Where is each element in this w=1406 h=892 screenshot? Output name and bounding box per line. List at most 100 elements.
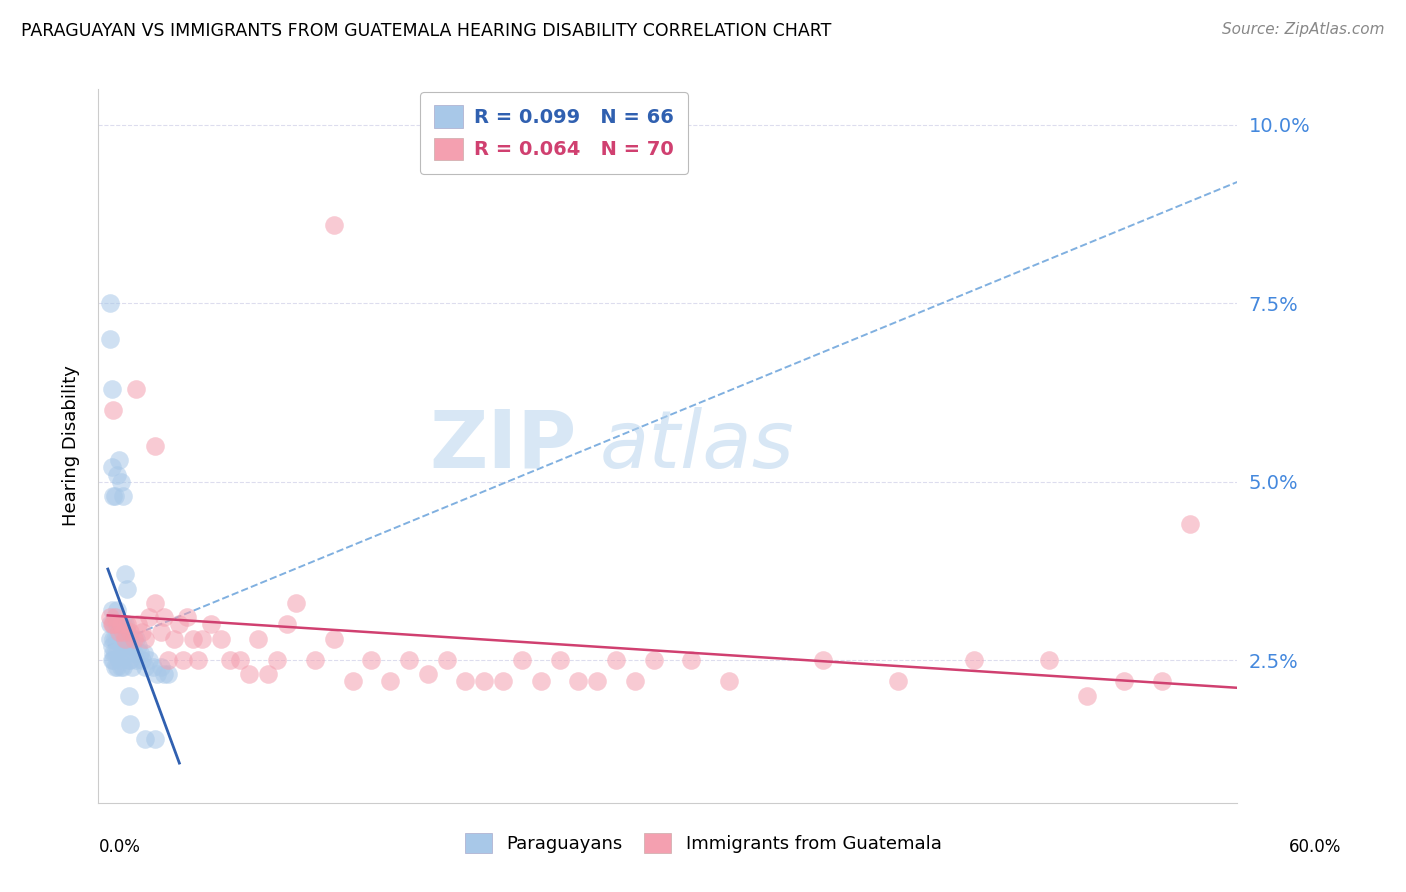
- Point: [718, 674, 741, 689]
- Point: [153, 667, 176, 681]
- Point: [114, 639, 136, 653]
- Point: [472, 674, 495, 689]
- Point: [104, 610, 127, 624]
- Point: [103, 489, 125, 503]
- Point: [1038, 653, 1060, 667]
- Point: [510, 653, 533, 667]
- Point: [108, 632, 131, 646]
- Point: [125, 653, 148, 667]
- Point: [120, 632, 142, 646]
- Point: [398, 653, 420, 667]
- Text: ZIP: ZIP: [429, 407, 576, 485]
- Text: 0.0%: 0.0%: [98, 838, 141, 855]
- Point: [121, 639, 143, 653]
- Point: [209, 632, 232, 646]
- Point: [200, 617, 222, 632]
- Point: [100, 382, 122, 396]
- Point: [134, 660, 156, 674]
- Point: [104, 632, 127, 646]
- Point: [110, 475, 132, 489]
- Point: [115, 582, 138, 596]
- Point: [304, 653, 326, 667]
- Point: [586, 674, 609, 689]
- Point: [120, 717, 142, 731]
- Point: [322, 218, 344, 232]
- Point: [122, 632, 145, 646]
- Point: [111, 617, 134, 632]
- Y-axis label: Hearing Disability: Hearing Disability: [62, 366, 80, 526]
- Point: [110, 639, 132, 653]
- Point: [887, 674, 910, 689]
- Point: [142, 660, 165, 674]
- Point: [110, 660, 132, 674]
- Point: [811, 653, 834, 667]
- Point: [169, 617, 191, 632]
- Point: [530, 674, 553, 689]
- Point: [100, 639, 122, 653]
- Point: [98, 296, 121, 310]
- Point: [643, 653, 665, 667]
- Point: [125, 632, 148, 646]
- Point: [1076, 689, 1098, 703]
- Point: [105, 646, 128, 660]
- Point: [143, 439, 166, 453]
- Point: [187, 653, 209, 667]
- Legend: R = 0.099   N = 66, R = 0.064   N = 70: R = 0.099 N = 66, R = 0.064 N = 70: [420, 92, 688, 174]
- Point: [121, 660, 143, 674]
- Point: [108, 653, 131, 667]
- Point: [117, 689, 139, 703]
- Point: [103, 617, 125, 632]
- Point: [624, 674, 647, 689]
- Point: [228, 653, 250, 667]
- Point: [104, 646, 127, 660]
- Point: [104, 617, 127, 632]
- Point: [117, 653, 139, 667]
- Legend: Paraguayans, Immigrants from Guatemala: Paraguayans, Immigrants from Guatemala: [457, 825, 949, 861]
- Point: [100, 603, 122, 617]
- Point: [98, 332, 121, 346]
- Point: [115, 617, 138, 632]
- Point: [105, 632, 128, 646]
- Point: [114, 617, 136, 632]
- Point: [143, 596, 166, 610]
- Point: [134, 632, 156, 646]
- Point: [172, 653, 194, 667]
- Point: [1150, 674, 1173, 689]
- Point: [110, 617, 132, 632]
- Point: [111, 489, 134, 503]
- Point: [111, 660, 134, 674]
- Point: [492, 674, 515, 689]
- Text: PARAGUAYAN VS IMMIGRANTS FROM GUATEMALA HEARING DISABILITY CORRELATION CHART: PARAGUAYAN VS IMMIGRANTS FROM GUATEMALA …: [21, 22, 831, 40]
- Point: [266, 653, 288, 667]
- Point: [238, 667, 260, 681]
- Point: [605, 653, 627, 667]
- Point: [247, 632, 270, 646]
- Point: [143, 731, 166, 746]
- Point: [111, 624, 134, 639]
- Point: [114, 632, 136, 646]
- Point: [105, 617, 128, 632]
- Point: [149, 660, 172, 674]
- Point: [416, 667, 439, 681]
- Point: [98, 610, 121, 624]
- Point: [120, 653, 142, 667]
- Point: [138, 610, 160, 624]
- Point: [131, 624, 153, 639]
- Point: [567, 674, 589, 689]
- Text: 60.0%: 60.0%: [1288, 838, 1341, 855]
- Point: [125, 382, 148, 396]
- Text: atlas: atlas: [599, 407, 794, 485]
- Point: [114, 567, 136, 582]
- Point: [181, 632, 204, 646]
- Point: [105, 603, 128, 617]
- Point: [219, 653, 242, 667]
- Point: [963, 653, 986, 667]
- Point: [157, 667, 180, 681]
- Point: [103, 646, 125, 660]
- Point: [157, 653, 180, 667]
- Point: [134, 731, 156, 746]
- Point: [117, 632, 139, 646]
- Point: [342, 674, 364, 689]
- Point: [103, 403, 125, 417]
- Point: [153, 610, 176, 624]
